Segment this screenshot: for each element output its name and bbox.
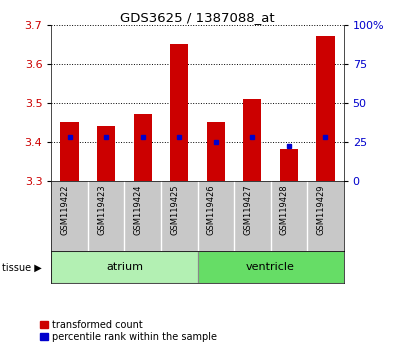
Legend: transformed count, percentile rank within the sample: transformed count, percentile rank withi… bbox=[36, 316, 221, 346]
Text: GSM119422: GSM119422 bbox=[60, 184, 70, 235]
Bar bbox=[207, 122, 225, 181]
Bar bbox=[134, 114, 152, 181]
Text: tissue ▶: tissue ▶ bbox=[2, 262, 42, 272]
Text: GSM119426: GSM119426 bbox=[207, 184, 216, 235]
Bar bbox=[60, 122, 79, 181]
Bar bbox=[51, 251, 198, 283]
Bar bbox=[316, 36, 335, 181]
Text: GSM119427: GSM119427 bbox=[243, 184, 252, 235]
Text: ventricle: ventricle bbox=[246, 262, 295, 272]
Bar bbox=[170, 44, 188, 181]
Text: GSM119425: GSM119425 bbox=[170, 184, 179, 235]
Text: GSM119423: GSM119423 bbox=[97, 184, 106, 235]
Bar bbox=[198, 251, 344, 283]
Text: GSM119424: GSM119424 bbox=[134, 184, 143, 235]
Text: GSM119428: GSM119428 bbox=[280, 184, 289, 235]
Text: GSM119429: GSM119429 bbox=[316, 184, 325, 235]
Bar bbox=[280, 149, 298, 181]
Bar bbox=[97, 126, 115, 181]
Bar bbox=[243, 99, 261, 181]
Title: GDS3625 / 1387088_at: GDS3625 / 1387088_at bbox=[120, 11, 275, 24]
Text: atrium: atrium bbox=[106, 262, 143, 272]
